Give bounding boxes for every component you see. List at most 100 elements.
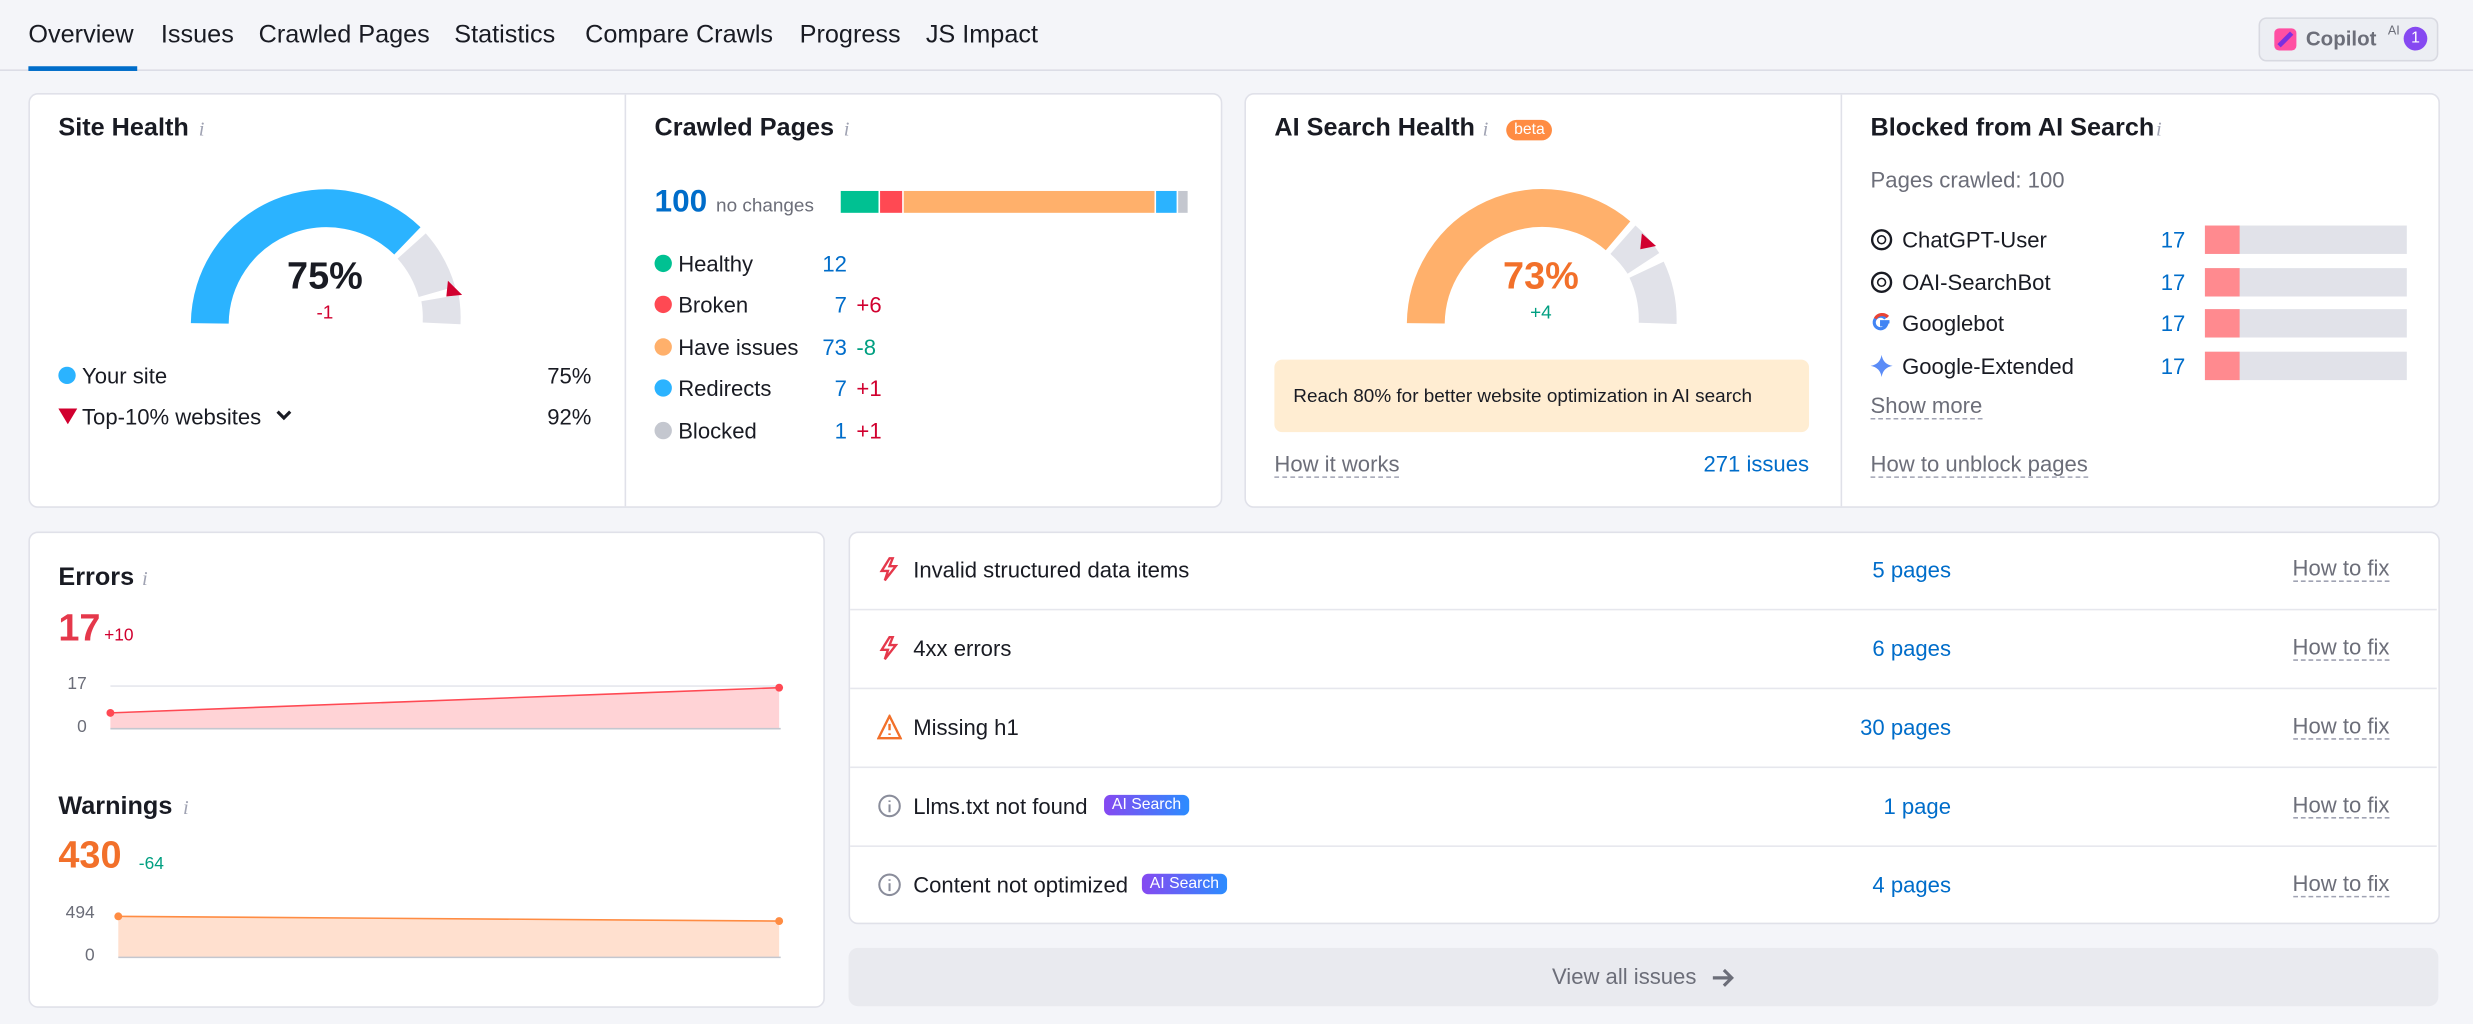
- how-it-works[interactable]: How it works: [1274, 451, 1400, 478]
- crawled-note: no changes: [716, 193, 814, 217]
- view-all-label[interactable]: View all issues: [1551, 963, 1697, 989]
- issue-label[interactable]: Invalid structured data items: [913, 556, 1190, 582]
- tab-bar: [0, 0, 2473, 71]
- divider: [1840, 94, 1843, 507]
- legend-value: 75%: [547, 362, 592, 388]
- ai-gauge: [1406, 189, 1677, 325]
- issue-pages[interactable]: 4 pages: [1872, 872, 1951, 898]
- tab[interactable]: Crawled Pages: [258, 22, 430, 49]
- bot-count[interactable]: 17: [2160, 353, 2186, 379]
- issue-pages[interactable]: 6 pages: [1872, 635, 1951, 661]
- row-divider: [850, 608, 2437, 611]
- status-change: +6: [856, 291, 882, 318]
- copilot-button[interactable]: Copilot AI 1: [2258, 17, 2439, 62]
- issue-pages[interactable]: 1 page: [1883, 793, 1951, 819]
- bot-name: ChatGPT-User: [1902, 227, 2047, 253]
- how-to-fix[interactable]: How to fix: [2292, 555, 2390, 582]
- issue-icon: [876, 714, 903, 740]
- issue-pages[interactable]: 30 pages: [1860, 714, 1951, 740]
- status-count[interactable]: 12: [822, 250, 847, 277]
- legend-value: 92%: [547, 403, 592, 429]
- view-all-button[interactable]: [848, 947, 2439, 1007]
- bot-name: Google-Extended: [1902, 353, 2074, 379]
- info-icon: i: [182, 794, 189, 819]
- status-count[interactable]: 7: [834, 291, 847, 318]
- info-icon: i: [198, 116, 205, 141]
- crawled-total[interactable]: 100: [654, 184, 708, 220]
- issue-icon: [878, 873, 901, 897]
- bot-icon: [1870, 229, 1893, 251]
- copilot-badge: 1: [2403, 26, 2428, 51]
- legend-label[interactable]: Top-10% websites: [82, 403, 262, 429]
- bot-bar-track: [2204, 351, 2407, 381]
- warnings-title: Warnings: [58, 793, 173, 821]
- errors-value: 17: [58, 607, 101, 650]
- ai-issues[interactable]: 271 issues: [1703, 451, 1810, 477]
- tab[interactable]: JS Impact: [925, 22, 1039, 49]
- bot-count[interactable]: 17: [2160, 269, 2186, 295]
- issue-label[interactable]: 4xx errors: [913, 635, 1012, 661]
- legend-triangle: [58, 408, 78, 425]
- card-ai: [1244, 93, 2440, 508]
- bot-bar-track: [2204, 268, 2407, 297]
- legend-label: Your site: [82, 362, 168, 388]
- bot-icon: [1870, 271, 1893, 293]
- tab[interactable]: Issues: [160, 22, 234, 49]
- issue-label[interactable]: Missing h1: [913, 714, 1019, 740]
- issue-icon: [878, 794, 901, 818]
- status-count[interactable]: 7: [834, 375, 847, 401]
- site-health-gauge: [190, 189, 463, 325]
- pages-crawled: Pages crawled: 100: [1870, 167, 2065, 193]
- bot-bar-track: [2204, 225, 2407, 254]
- tab[interactable]: Overview: [28, 22, 134, 49]
- status-dot: [654, 254, 672, 273]
- chevron[interactable]: [276, 410, 292, 423]
- issue-label[interactable]: Content not optimized: [913, 872, 1129, 898]
- status-label: Have issues: [678, 334, 799, 360]
- crawled-title: Crawled Pages: [654, 115, 835, 142]
- status-count[interactable]: 1: [834, 417, 847, 444]
- ai-title: AI Search Health: [1274, 115, 1475, 142]
- y-tick-label: 494: [65, 903, 95, 923]
- info-icon: i: [141, 566, 148, 590]
- how-to-fix[interactable]: How to fix: [2292, 634, 2390, 661]
- tab[interactable]: Compare Crawls: [585, 22, 774, 49]
- how-to-fix[interactable]: How to fix: [2292, 712, 2390, 740]
- status-dot: [654, 295, 672, 314]
- bot-icon: [1872, 312, 1890, 331]
- how-to-fix[interactable]: How to fix: [2292, 791, 2390, 819]
- notice-text: Reach 80% for better website optimizatio…: [1293, 384, 1752, 407]
- bot-count[interactable]: 17: [2160, 310, 2186, 336]
- bot-bar: [2204, 268, 2240, 297]
- copilot-icon: [2274, 28, 2297, 51]
- warnings-chart: [114, 912, 784, 959]
- status-change: +1: [856, 417, 882, 444]
- bot-count[interactable]: 17: [2160, 227, 2186, 253]
- y-tick-label: 0: [77, 717, 87, 737]
- bot-name: Googlebot: [1902, 310, 2005, 336]
- info-icon: i: [2156, 116, 2162, 141]
- issue-label[interactable]: Llms.txt not found: [913, 793, 1088, 819]
- errors-title: Errors: [58, 564, 135, 592]
- ai-change: +4: [1530, 301, 1552, 324]
- ai-value: 73%: [1503, 255, 1579, 299]
- issue-icon: [879, 557, 899, 582]
- y-tick-label: 0: [84, 946, 95, 966]
- how-to-fix[interactable]: How to fix: [2292, 870, 2390, 898]
- row-divider: [850, 845, 2437, 847]
- tab[interactable]: Progress: [799, 22, 901, 49]
- status-dot: [654, 379, 672, 397]
- status-dot: [654, 421, 672, 440]
- info-icon: i: [1482, 116, 1489, 141]
- bot-bar-track: [2204, 309, 2407, 338]
- crawled-bar: [840, 190, 1188, 213]
- unblock-link[interactable]: How to unblock pages: [1870, 451, 2088, 478]
- issue-pages[interactable]: 5 pages: [1872, 556, 1951, 582]
- tab[interactable]: Statistics: [454, 22, 556, 49]
- status-count[interactable]: 73: [822, 334, 847, 360]
- show-more[interactable]: Show more: [1870, 392, 1983, 420]
- bot-name: OAI-SearchBot: [1902, 269, 2051, 295]
- copilot-sup: AI: [2387, 23, 2400, 38]
- info-icon: i: [843, 116, 850, 141]
